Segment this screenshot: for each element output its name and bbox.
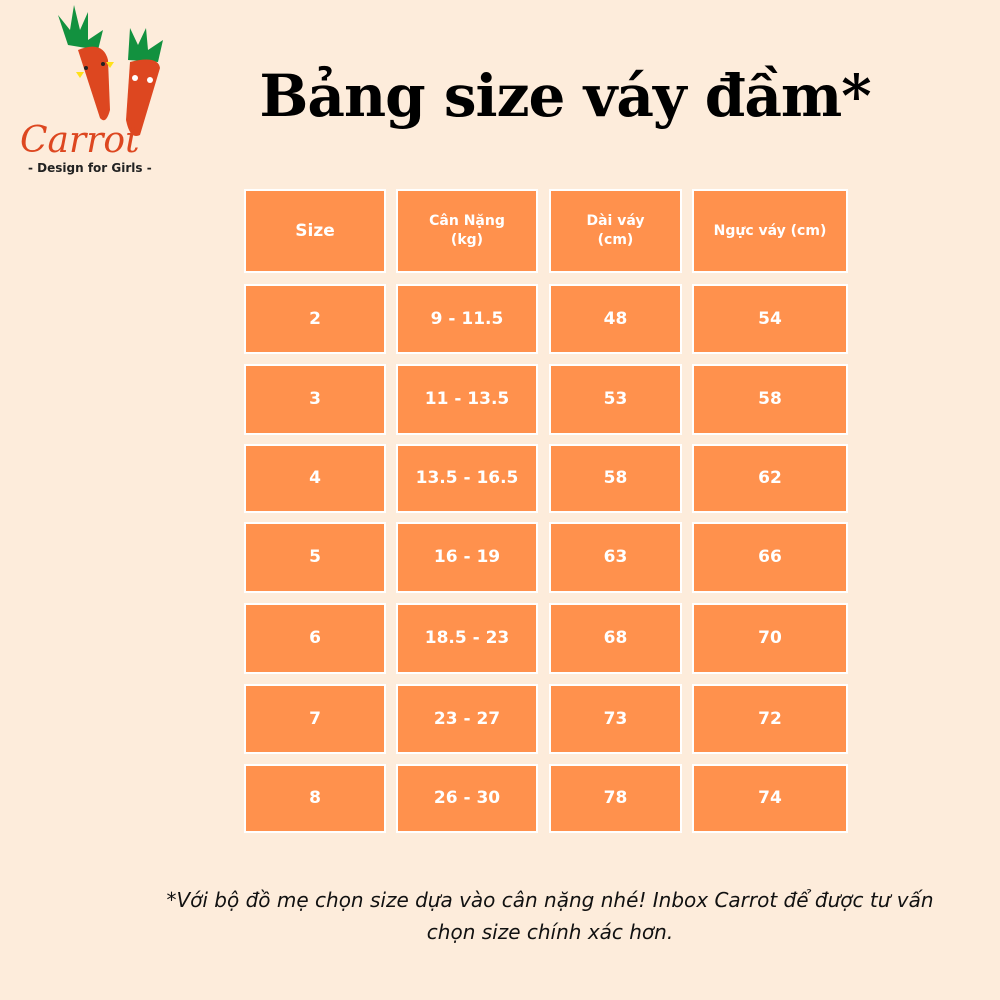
footnote: *Với bộ đồ mẹ chọn size dựa vào cân nặng…: [166, 888, 934, 944]
table-cell: 74: [692, 764, 848, 833]
table-cell: 58: [692, 364, 848, 435]
table-cell: 53: [549, 364, 682, 435]
table-cell: 68: [549, 603, 682, 674]
table-cell: 54: [692, 284, 848, 354]
table-cell: 7: [244, 684, 386, 754]
table-cell: 11 - 13.5: [396, 364, 538, 435]
page-title: Bảng size váy đầm*: [259, 62, 871, 130]
table-cell: 66: [692, 522, 848, 593]
table-cell: 72: [692, 684, 848, 754]
table-header-cell: Ngực váy (cm): [692, 189, 848, 273]
carrot-logo: Carrot - Design for Girls -: [20, 5, 163, 175]
table-header-cell: Size: [244, 189, 386, 273]
table-cell: 9 - 11.5: [396, 284, 538, 354]
table-cell: 8: [244, 764, 386, 833]
table-cell: 70: [692, 603, 848, 674]
table-cell: 3: [244, 364, 386, 435]
table-cell: 62: [692, 444, 848, 513]
table-cell: 23 - 27: [396, 684, 538, 754]
table-cell: 6: [244, 603, 386, 674]
table-cell: 5: [244, 522, 386, 593]
table-cell: 16 - 19: [396, 522, 538, 593]
table-cell: 58: [549, 444, 682, 513]
table-cell: 4: [244, 444, 386, 513]
table-cell: 63: [549, 522, 682, 593]
svg-text:Carrot: Carrot: [20, 120, 140, 161]
table-cell: 2: [244, 284, 386, 354]
table-cell: 73: [549, 684, 682, 754]
table-cell: 13.5 - 16.5: [396, 444, 538, 513]
svg-text:- Design for Girls -: - Design for Girls -: [28, 161, 152, 175]
table-cell: 78: [549, 764, 682, 833]
table-cell: 18.5 - 23: [396, 603, 538, 674]
table-cell: 26 - 30: [396, 764, 538, 833]
table-cell: 48: [549, 284, 682, 354]
table-header-cell: Dài váy (cm): [549, 189, 682, 273]
table-header-cell: Cân Nặng (kg): [396, 189, 538, 273]
